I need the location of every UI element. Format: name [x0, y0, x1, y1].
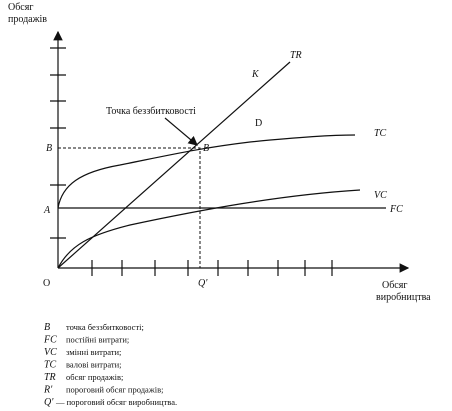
point-label: Q'	[198, 278, 208, 289]
y-ticks	[50, 47, 66, 239]
tr-line	[57, 61, 291, 269]
legend-text: — пороговий обсяг виробництва.	[55, 397, 177, 407]
point-label: A	[43, 205, 51, 216]
y-axis-label: Обсяг	[8, 2, 33, 13]
break-even-guides	[58, 147, 201, 268]
point-label: B	[46, 143, 52, 154]
legend-symbol: TR	[44, 372, 56, 383]
tc-curve	[57, 134, 356, 209]
callout-arrow	[164, 117, 198, 146]
curve-label: D	[255, 118, 262, 129]
curve-label: TC	[374, 128, 387, 139]
legend-symbol: VC	[44, 347, 57, 358]
legend-text: валові витрати;	[66, 360, 122, 370]
legend-symbol: TC	[44, 360, 57, 371]
curve-label: VC	[374, 190, 387, 201]
curve-label: K	[251, 69, 260, 80]
x-axis-label: Обсяг	[382, 280, 407, 291]
legend-text: пороговий обсяг продажів;	[66, 385, 163, 395]
y-axis-label: продажів	[8, 14, 47, 25]
x-axis-label: виробництва	[376, 292, 431, 303]
legend-text: постійні витрати;	[66, 335, 129, 345]
legend-symbol: FC	[43, 335, 57, 346]
curve-label: TR	[290, 50, 302, 61]
callout-label: Точка беззбитковості	[106, 106, 196, 117]
curve-label: FC	[389, 204, 403, 215]
x-ticks	[91, 260, 333, 276]
legend-text: точка беззбитковості;	[66, 322, 144, 332]
point-label: B	[203, 143, 209, 154]
origin-label: O	[43, 278, 50, 289]
legend-text: змінні витрати;	[66, 347, 121, 357]
legend-text: обсяг продажів;	[66, 372, 123, 382]
vc-curve	[57, 189, 361, 269]
legend-symbol: R'	[43, 385, 53, 396]
legend-symbol: Q'	[44, 397, 54, 408]
legend-symbol: B	[44, 322, 50, 333]
